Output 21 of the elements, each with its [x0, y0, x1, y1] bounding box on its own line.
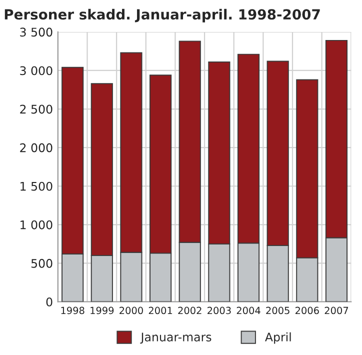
x-tick-label: 2002 [178, 306, 202, 314]
x-tick-label: 2004 [236, 306, 260, 314]
x-tick-label: 2005 [266, 306, 290, 314]
legend-label: Januar-mars [140, 332, 212, 344]
chart-title: Personer skadd. Januar-april. 1998-2007 [4, 8, 320, 22]
y-tick-label: 3 500 [20, 28, 52, 37]
y-tick-label: 2 500 [20, 104, 52, 114]
y-tick-label: 500 [31, 258, 52, 268]
y-tick-label: 2 000 [20, 143, 52, 152]
x-tick-label: 1999 [90, 306, 114, 314]
y-tick-label: 3 000 [20, 66, 52, 76]
y-tick-label: 1 000 [20, 220, 52, 230]
x-tick-label: 2003 [208, 306, 231, 314]
x-tick-label: 2006 [296, 306, 319, 314]
x-tick-label: 2007 [324, 306, 348, 314]
y-tick-label: 0 [46, 297, 52, 306]
x-tick-label: 1998 [61, 306, 84, 314]
y-tick-label: 1 500 [20, 182, 52, 191]
x-tick-label: 2001 [148, 306, 172, 314]
x-tick-label: 2000 [120, 306, 143, 314]
legend-label: April [265, 332, 291, 344]
